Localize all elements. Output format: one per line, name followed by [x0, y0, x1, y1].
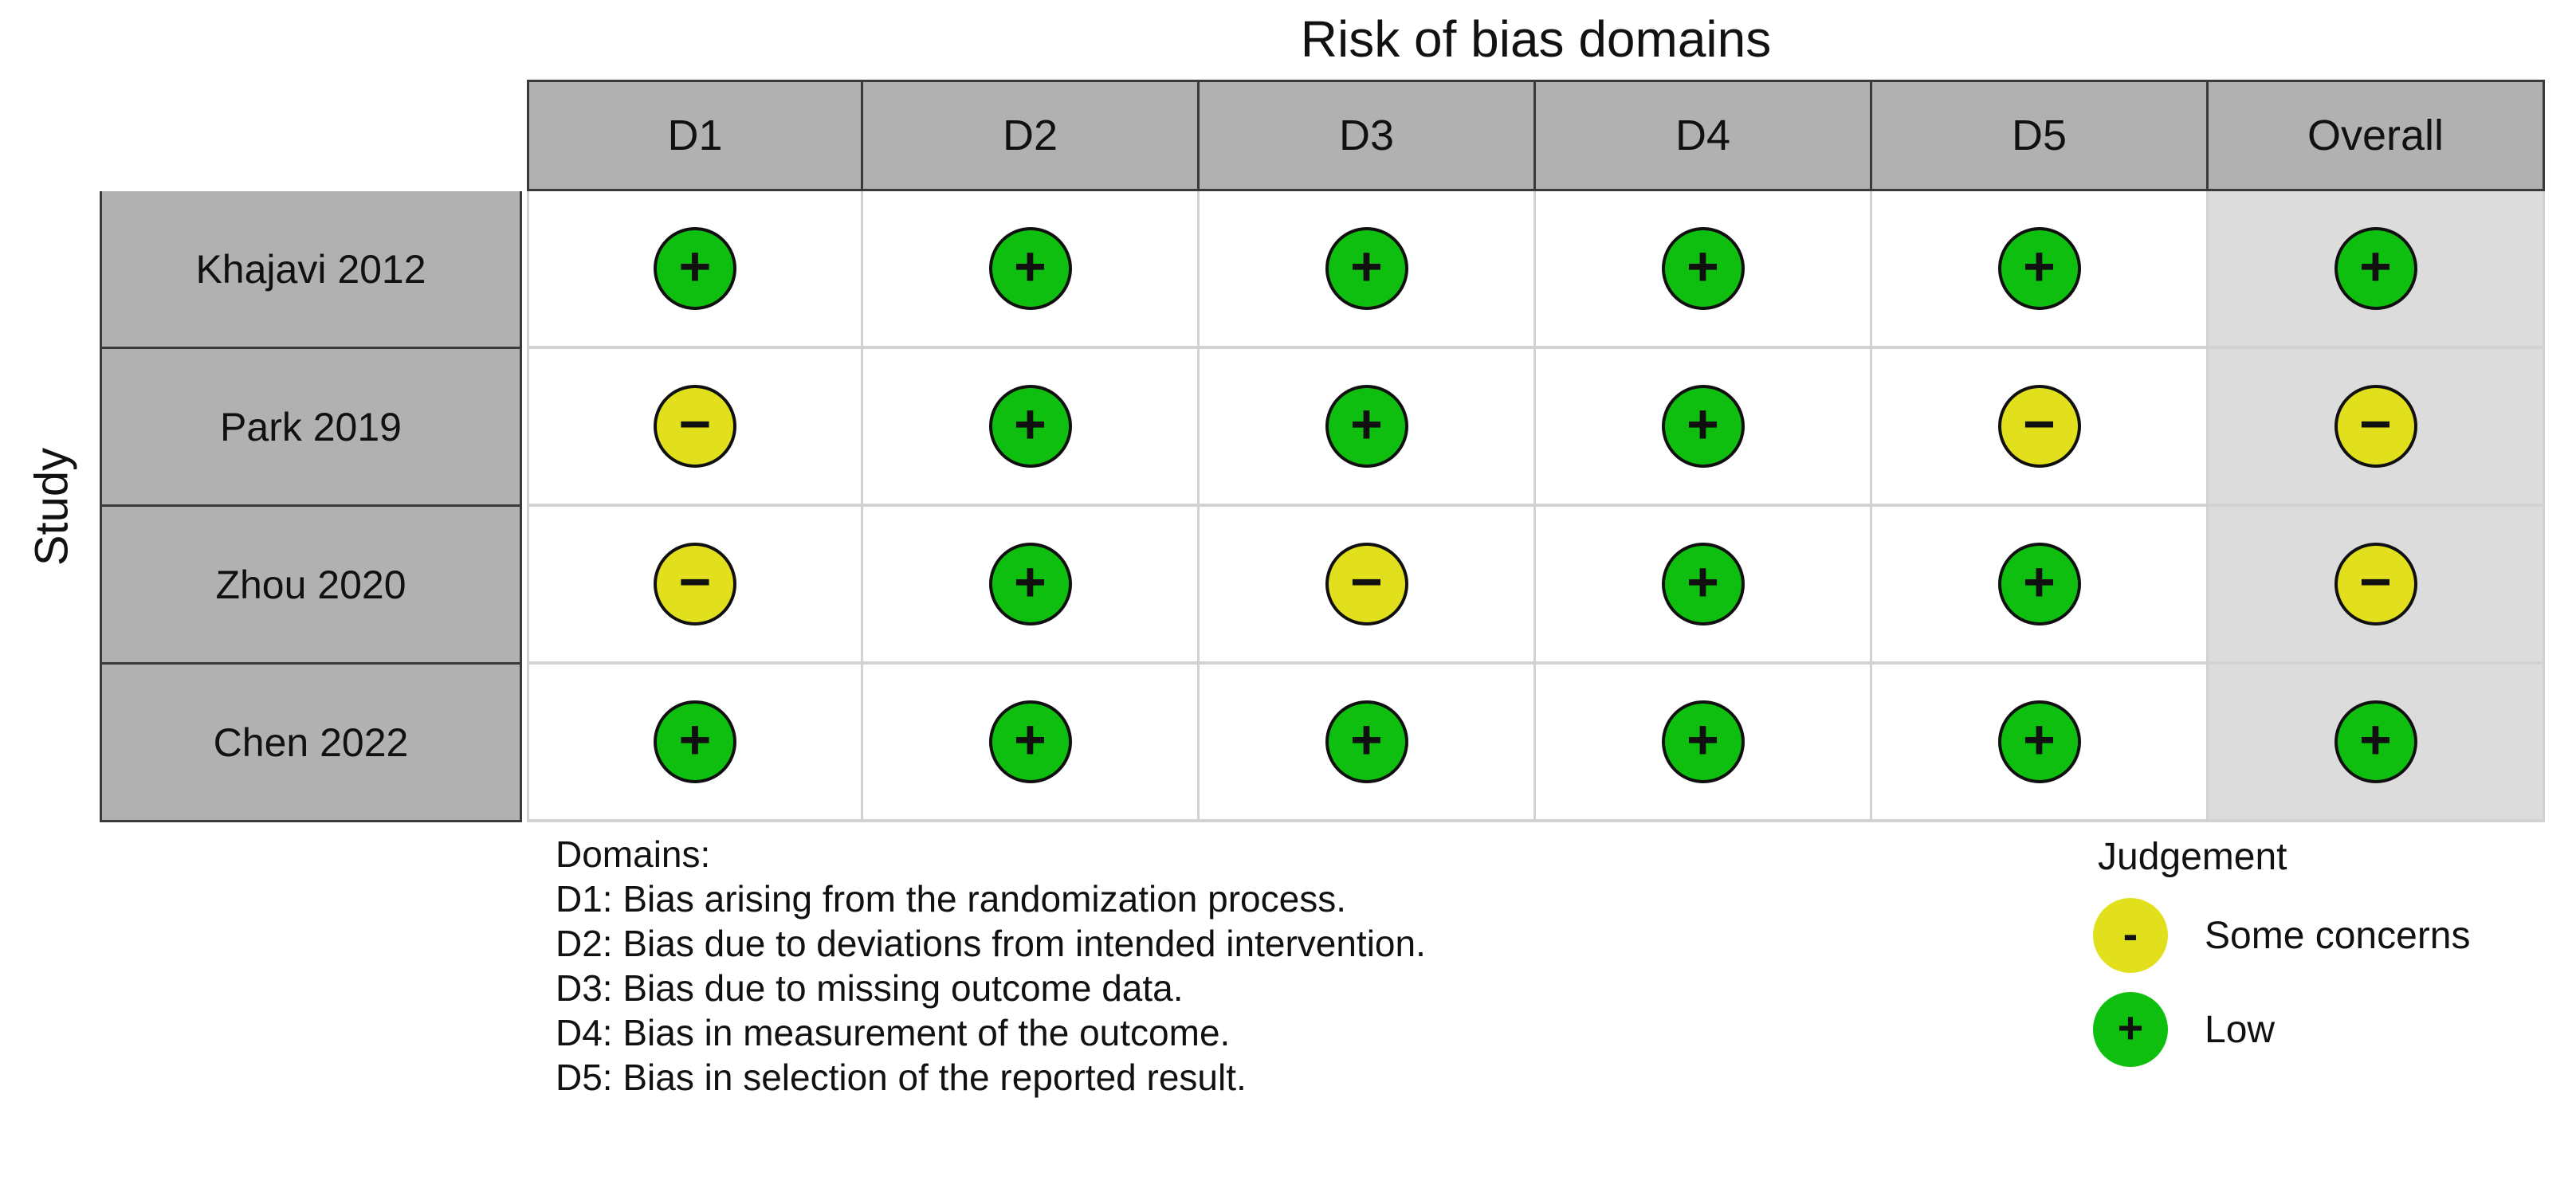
judgement-cell: + [1536, 191, 1872, 349]
column-header-overall: Overall [2209, 80, 2545, 191]
table-row: Park 2019 − + + + − − [100, 349, 2545, 507]
judgement-circle: + [988, 227, 1072, 310]
table-row: Khajavi 2012 + + + + + + [100, 191, 2545, 349]
footnotes-heading: Domains: [556, 833, 711, 875]
judgement-circle: + [654, 700, 736, 783]
judgement-cell: + [863, 507, 1200, 665]
study-label: Khajavi 2012 [100, 191, 522, 349]
judgement-circle: − [654, 385, 736, 468]
table-header-row: D1 D2 D3 D4 D5 Overall [527, 80, 2545, 191]
judgement-circle: + [988, 385, 1072, 468]
footnote-line: D3: Bias due to missing outcome data. [556, 967, 1184, 1009]
domain-footnotes: Domains: D1: Bias arising from the rando… [556, 832, 1426, 1100]
judgement-circle: + [1661, 385, 1745, 468]
judgement-cell: − [1200, 507, 1536, 665]
judgement-cell: + [1200, 191, 1536, 349]
study-label: Chen 2022 [100, 665, 522, 822]
legend-item-label: Some concerns [2205, 914, 2471, 957]
judgement-circle: + [1661, 700, 1745, 783]
judgement-circle: + [1661, 227, 1745, 310]
table-row: Chen 2022 + + + + + + [100, 665, 2545, 822]
judgement-cell-overall: − [2209, 507, 2545, 665]
legend-item: - Some concerns [2093, 898, 2471, 973]
judgement-circle: − [1997, 385, 2081, 468]
judgement-circle: + [1325, 227, 1408, 310]
study-label: Zhou 2020 [100, 507, 522, 665]
judgement-cell: + [1872, 665, 2209, 822]
judgement-cell: + [1536, 665, 1872, 822]
judgement-cell: + [863, 349, 1200, 507]
judgement-circle: + [1997, 543, 2081, 625]
judgement-cell: − [1872, 349, 2209, 507]
judgement-cell: + [1200, 349, 1536, 507]
judgement-cell: − [527, 349, 863, 507]
footnote-line: D1: Bias arising from the randomization … [556, 878, 1346, 920]
judgement-cell-overall: + [2209, 191, 2545, 349]
legend-title: Judgement [2098, 836, 2287, 878]
judgement-cell: + [863, 665, 1200, 822]
legend-item: + Low [2093, 992, 2471, 1067]
page-title: Risk of bias domains [1300, 10, 1772, 68]
judgement-circle: + [1997, 227, 2081, 310]
judgement-cell: + [1872, 191, 2209, 349]
judgement-cell: − [527, 507, 863, 665]
legend-item-label: Low [2205, 1008, 2276, 1051]
column-header-d2: D2 [863, 80, 1200, 191]
column-header-d4: D4 [1536, 80, 1872, 191]
judgement-circle: + [654, 227, 736, 310]
judgement-cell-overall: + [2209, 665, 2545, 822]
judgement-circle: + [1325, 385, 1408, 468]
judgement-cell: + [527, 191, 863, 349]
footnote-line: D2: Bias due to deviations from intended… [556, 923, 1426, 964]
judgement-cell: + [1200, 665, 1536, 822]
judgement-cell: + [863, 191, 1200, 349]
judgement-circle: + [988, 700, 1072, 783]
risk-of-bias-table: D1 D2 D3 D4 D5 Overall Khajavi 2012 + + … [100, 80, 2545, 822]
judgement-cell-overall: − [2209, 349, 2545, 507]
judgement-circle: + [1997, 700, 2081, 783]
judgement-circle: + [2334, 700, 2417, 783]
low-risk-icon: + [2093, 992, 2168, 1067]
judgement-cell: + [1536, 507, 1872, 665]
judgement-circle: − [2334, 385, 2417, 468]
judgement-circle: − [2334, 543, 2417, 625]
judgement-cell: + [527, 665, 863, 822]
table-row: Zhou 2020 − + − + + − [100, 507, 2545, 665]
legend: Judgement - Some concerns + Low [2093, 835, 2471, 1067]
judgement-circle: + [988, 543, 1072, 625]
judgement-circle: + [2334, 227, 2417, 310]
judgement-circle: + [1661, 543, 1745, 625]
column-header-d1: D1 [527, 80, 863, 191]
judgement-cell: + [1536, 349, 1872, 507]
judgement-circle: − [1325, 543, 1408, 625]
study-label: Park 2019 [100, 349, 522, 507]
column-header-d5: D5 [1872, 80, 2209, 191]
judgement-circle: + [1325, 700, 1408, 783]
y-axis-label: Study [26, 447, 78, 567]
judgement-cell: + [1872, 507, 2209, 665]
column-header-d3: D3 [1200, 80, 1536, 191]
judgement-circle: − [654, 543, 736, 625]
footnote-line: D5: Bias in selection of the reported re… [556, 1057, 1247, 1098]
some-concerns-icon: - [2093, 898, 2168, 973]
footnote-line: D4: Bias in measurement of the outcome. [556, 1012, 1231, 1053]
